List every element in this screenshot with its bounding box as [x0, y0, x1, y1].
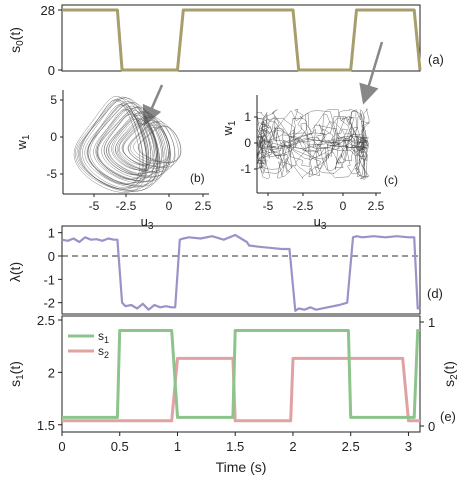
- panel-e-ytick: 2: [48, 365, 55, 380]
- panel-c-xlabel: u3: [314, 214, 327, 232]
- panel-d-ytick: 1: [48, 226, 55, 241]
- panel-e-yticks: 2.5 2 1.5: [37, 313, 62, 433]
- panel-b-xtick-2.5: 2.5: [195, 199, 212, 213]
- panel-a-label: (a): [428, 52, 444, 67]
- panel-d-yticks: 1 0 -1 -2: [43, 226, 62, 311]
- panel-b: 5 0 -5 -5 -2.5 0 2.5 u3 w1 (b): [14, 90, 212, 232]
- panel-d-ylabel: λ(t): [7, 262, 23, 282]
- series-s2-line: [62, 356, 420, 423]
- panel-e-ytick-right: 0: [428, 419, 435, 434]
- panel-a-yticks: 28 0: [41, 3, 62, 78]
- panel-e-label: (e): [440, 409, 456, 424]
- panel-e-yticks-right: 10: [420, 315, 435, 434]
- panel-a-ytick-28: 28: [41, 3, 55, 18]
- panel-e-xtick: 3: [405, 439, 412, 454]
- panel-c-ytick-1: 1: [244, 110, 251, 124]
- panel-b-xtick-0: 0: [166, 199, 173, 213]
- panel-b-trajectory-path: [73, 96, 182, 193]
- panel-b-xtick--2.5: -2.5: [116, 199, 137, 213]
- panel-c-yticks: 1 0 -1: [240, 110, 257, 176]
- panel-c-trajectory: [257, 108, 370, 180]
- panel-c: 1 0 -1 -5 -2.5 0 2.5 u3 w1 (c): [220, 95, 398, 232]
- arrow-to-b: [142, 84, 164, 127]
- panel-a-frame: [61, 4, 421, 72]
- panel-b-xticks: -5 -2.5 0 2.5: [89, 194, 212, 213]
- panel-e-xlabel: Time (s): [216, 459, 267, 475]
- panel-c-ytick--1: -1: [240, 162, 251, 176]
- panel-b-xtick--5: -5: [89, 199, 100, 213]
- panel-b-ytick-0: 0: [50, 130, 57, 144]
- panel-b-ylabel: w1: [14, 134, 32, 150]
- panel-e-ytick: 1.5: [37, 418, 55, 433]
- panel-a-series: [62, 8, 422, 72]
- panel-b-yticks: 5 0 -5: [46, 93, 63, 181]
- panel-c-label: (c): [384, 173, 398, 187]
- panel-c-xtick-0: 0: [340, 199, 347, 213]
- panel-b-trajectory: [73, 96, 182, 193]
- panel-c-xtick--2.5: -2.5: [293, 199, 314, 213]
- panel-b-ytick-5: 5: [50, 93, 57, 107]
- panel-d-series: [61, 233, 421, 312]
- panel-e-xtick: 1: [174, 439, 181, 454]
- arrow-to-c: [359, 41, 384, 105]
- panel-e-xtick: 1.5: [226, 439, 244, 454]
- panel-d-label: (d): [427, 286, 443, 301]
- panel-d-frame: [61, 225, 421, 315]
- panel-e-ytick: 2.5: [37, 313, 55, 328]
- panel-d-ytick: 0: [48, 249, 55, 264]
- panel-e-frame: [61, 315, 421, 433]
- panel-c-ylabel: w1: [220, 120, 238, 136]
- panel-e: 2.521.5 10 0 0.5 1 1.5 2 2.5 3 s1 s2 s1(t) s2(…: [7, 313, 460, 475]
- panel-e-ylabel-right: s2(t): [441, 361, 460, 387]
- panel-b-xlabel: u3: [141, 214, 154, 232]
- panel-e-ylabel: s1(t): [7, 361, 26, 387]
- series-s0-line: [62, 8, 422, 72]
- panel-e-series: [62, 329, 420, 423]
- panel-b-ytick--5: -5: [46, 167, 57, 181]
- panel-c-xtick-2.5: 2.5: [368, 199, 385, 213]
- panel-e-xticks: 0 0.5 1 1.5 2 2.5 3: [58, 432, 412, 454]
- panel-b-label: (b): [190, 171, 205, 185]
- series-lambda-line: [61, 233, 421, 312]
- panel-a-ylabel: s0(t): [7, 27, 26, 53]
- panel-d: 1 0 -1 -2 λ(t) (d): [7, 225, 443, 315]
- panel-e-xtick: 2: [289, 439, 296, 454]
- panel-c-xtick--5: -5: [263, 199, 274, 213]
- panel-c-trajectory-path: [257, 108, 370, 180]
- panel-e-ytick-right: 1: [428, 315, 435, 330]
- panel-e-xtick: 0.5: [111, 439, 129, 454]
- panel-c-ytick-0: 0: [244, 136, 251, 150]
- panel-e-xtick: 0: [58, 439, 65, 454]
- series-s1-line: [62, 329, 420, 419]
- panel-c-xticks: -5 -2.5 0 2.5: [263, 193, 385, 213]
- legend-label-s2: s2: [98, 344, 109, 360]
- panel-e-legend: s1 s2: [68, 329, 109, 360]
- panel-a-ytick-0: 0: [48, 63, 55, 78]
- panel-d-ytick: -2: [43, 296, 55, 311]
- panel-e-xtick: 2.5: [342, 439, 360, 454]
- panel-a: 28 0 s0(t) (a): [7, 3, 444, 78]
- panel-d-ytick: -1: [43, 272, 55, 287]
- legend-label-s1: s1: [98, 329, 109, 345]
